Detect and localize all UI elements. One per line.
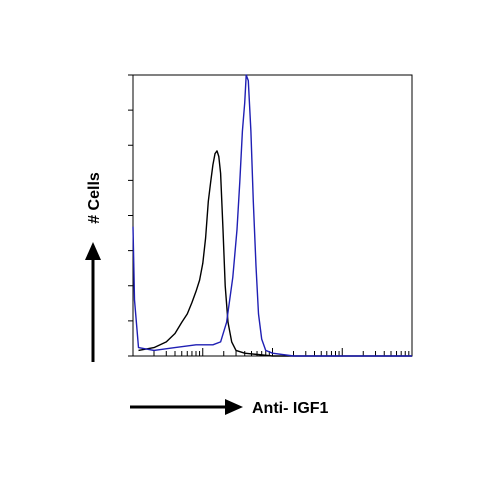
x-axis-arrow-head bbox=[225, 399, 243, 415]
series-layer bbox=[132, 74, 412, 357]
y-axis-arrow-head bbox=[85, 242, 101, 260]
plot-frame bbox=[132, 74, 413, 357]
plot-border bbox=[132, 74, 413, 357]
series-line-black bbox=[138, 150, 412, 357]
x-axis-label-group: Anti- IGF1 bbox=[130, 399, 329, 417]
series-line-blue bbox=[132, 74, 412, 357]
y-axis-label: # Cells bbox=[86, 172, 103, 224]
x-axis-ticks bbox=[132, 348, 413, 356]
y-axis-ticks bbox=[128, 74, 133, 357]
x-axis-label: Anti- IGF1 bbox=[252, 400, 329, 417]
y-axis-label-group: # Cells bbox=[85, 172, 103, 362]
